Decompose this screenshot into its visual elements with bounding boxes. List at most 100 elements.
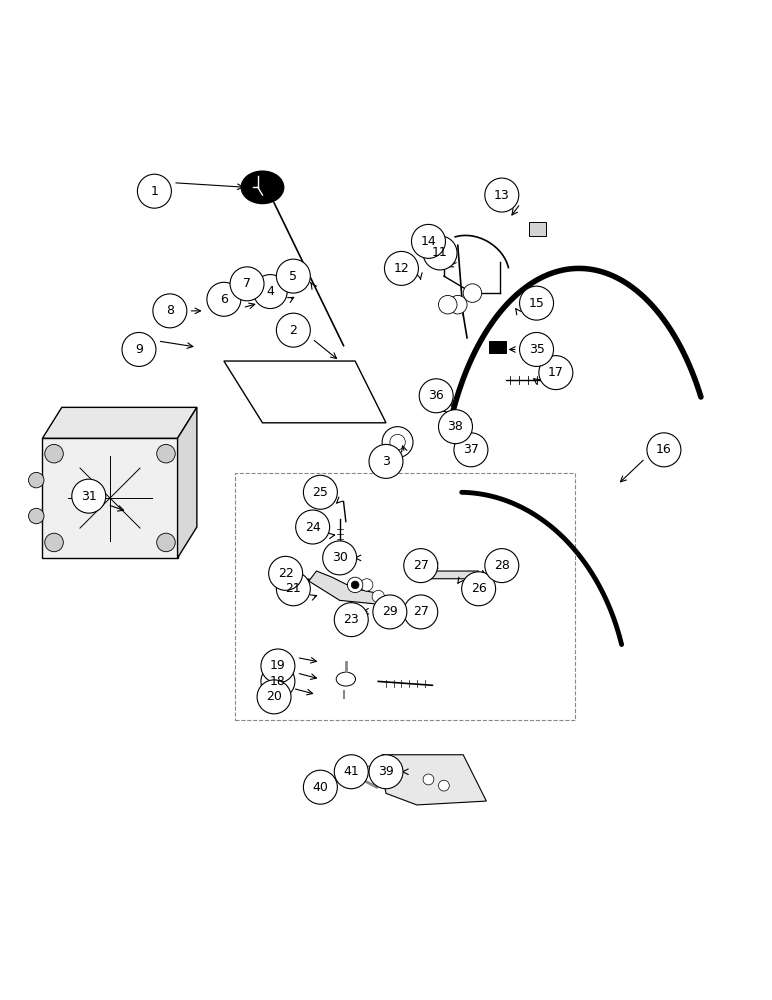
- Circle shape: [323, 541, 357, 575]
- Circle shape: [137, 174, 171, 208]
- Circle shape: [438, 410, 472, 444]
- Circle shape: [404, 595, 438, 629]
- Text: 28: 28: [494, 559, 510, 572]
- Circle shape: [390, 434, 405, 450]
- Circle shape: [276, 572, 310, 606]
- Text: 9: 9: [135, 343, 143, 356]
- Circle shape: [465, 444, 476, 455]
- Circle shape: [463, 284, 482, 302]
- Bar: [235, 473, 575, 720]
- Circle shape: [303, 475, 337, 509]
- Circle shape: [647, 433, 681, 467]
- Circle shape: [449, 295, 467, 314]
- Polygon shape: [42, 407, 197, 438]
- Text: 11: 11: [432, 246, 448, 259]
- Text: 39: 39: [378, 765, 394, 778]
- Polygon shape: [178, 407, 197, 558]
- Circle shape: [520, 332, 554, 366]
- Circle shape: [230, 267, 264, 301]
- Text: 19: 19: [270, 659, 286, 672]
- Polygon shape: [413, 571, 480, 579]
- Circle shape: [380, 598, 392, 610]
- Text: 6: 6: [220, 293, 228, 306]
- Text: 7: 7: [243, 277, 251, 290]
- Ellipse shape: [336, 672, 355, 686]
- Text: 27: 27: [413, 559, 428, 572]
- Circle shape: [361, 579, 373, 591]
- Circle shape: [276, 313, 310, 347]
- Text: 13: 13: [494, 189, 510, 202]
- Circle shape: [404, 549, 438, 583]
- Circle shape: [207, 282, 241, 316]
- Text: 17: 17: [548, 366, 564, 379]
- Text: 26: 26: [471, 582, 486, 595]
- Text: 4: 4: [266, 285, 274, 298]
- Circle shape: [157, 533, 175, 552]
- Polygon shape: [382, 755, 486, 805]
- Text: 24: 24: [305, 521, 320, 534]
- Circle shape: [261, 649, 295, 683]
- Circle shape: [276, 259, 310, 293]
- Text: 25: 25: [313, 486, 328, 499]
- Circle shape: [384, 251, 418, 285]
- Text: 1: 1: [151, 185, 158, 198]
- Circle shape: [303, 770, 337, 804]
- Circle shape: [253, 275, 287, 309]
- Circle shape: [369, 755, 403, 789]
- Circle shape: [539, 356, 573, 390]
- Circle shape: [423, 236, 457, 270]
- Text: 18: 18: [270, 675, 286, 688]
- Polygon shape: [309, 571, 382, 604]
- Circle shape: [485, 549, 519, 583]
- Circle shape: [153, 294, 187, 328]
- Text: 37: 37: [463, 443, 479, 456]
- Text: 41: 41: [344, 765, 359, 778]
- Circle shape: [72, 479, 106, 513]
- Text: 16: 16: [656, 443, 672, 456]
- Circle shape: [382, 427, 413, 458]
- Text: 27: 27: [413, 605, 428, 618]
- Circle shape: [45, 444, 63, 463]
- Circle shape: [423, 774, 434, 785]
- Circle shape: [45, 533, 63, 552]
- Text: 29: 29: [382, 605, 398, 618]
- Circle shape: [520, 286, 554, 320]
- Text: 14: 14: [421, 235, 436, 248]
- Circle shape: [257, 680, 291, 714]
- Bar: [42, 438, 178, 558]
- Text: 30: 30: [332, 551, 347, 564]
- Circle shape: [29, 472, 44, 488]
- Circle shape: [347, 577, 363, 593]
- Circle shape: [334, 755, 368, 789]
- Circle shape: [157, 444, 175, 463]
- Circle shape: [261, 664, 295, 698]
- Circle shape: [438, 780, 449, 791]
- Circle shape: [372, 590, 384, 603]
- Circle shape: [122, 332, 156, 366]
- Bar: [489, 341, 506, 353]
- Circle shape: [369, 444, 403, 478]
- Bar: [529, 222, 546, 236]
- Circle shape: [411, 224, 445, 258]
- Text: 31: 31: [81, 490, 96, 503]
- Circle shape: [29, 508, 44, 524]
- Circle shape: [451, 430, 460, 439]
- Circle shape: [373, 595, 407, 629]
- Circle shape: [334, 603, 368, 637]
- Circle shape: [485, 178, 519, 212]
- Text: 40: 40: [313, 781, 328, 794]
- Ellipse shape: [241, 171, 284, 204]
- Text: 38: 38: [448, 420, 463, 433]
- Text: 22: 22: [278, 567, 293, 580]
- Text: 20: 20: [266, 690, 282, 703]
- Text: 35: 35: [529, 343, 544, 356]
- Circle shape: [454, 433, 488, 467]
- Circle shape: [462, 572, 496, 606]
- Circle shape: [438, 295, 457, 314]
- Circle shape: [351, 581, 359, 589]
- Text: 2: 2: [290, 324, 297, 337]
- Circle shape: [296, 510, 330, 544]
- Text: 5: 5: [290, 270, 297, 283]
- Text: 3: 3: [382, 455, 390, 468]
- Text: 23: 23: [344, 613, 359, 626]
